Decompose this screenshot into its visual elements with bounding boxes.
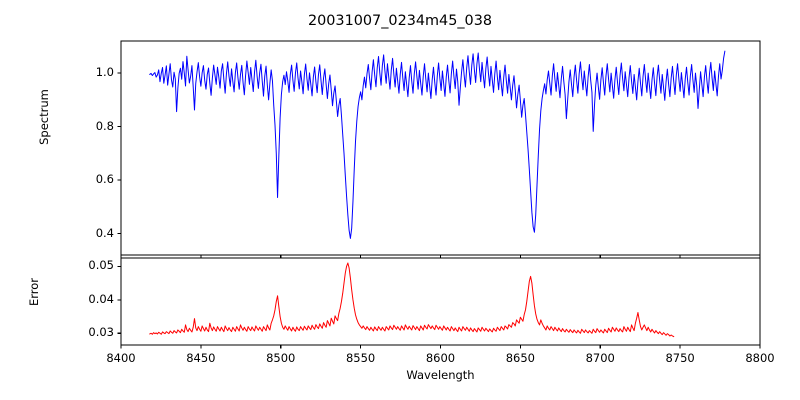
spectrum-y-tick-label: 0.6 (95, 172, 114, 187)
error-axes-frame (120, 257, 761, 346)
x-tick-label: 8600 (425, 351, 456, 365)
spectrum-y-tick-label: 0.8 (95, 118, 114, 133)
x-tick-label: 8550 (345, 351, 376, 365)
error-y-tick-label: 0.04 (88, 291, 114, 306)
x-tick-label: 8750 (665, 351, 695, 365)
figure-title: 20031007_0234m45_038 (307, 13, 493, 29)
spectrum-data-line (149, 50, 726, 239)
x-tick-label: 8700 (585, 351, 615, 365)
x-tick-label: 8500 (266, 351, 296, 365)
spectrum-y-tick-label: 1.0 (95, 65, 114, 80)
error-y-tick-label: 0.03 (88, 325, 114, 340)
x-tick-label: 8650 (505, 351, 536, 365)
spectrum-y-tick-label: 0.4 (95, 225, 114, 240)
error-y-tick-label: 0.05 (88, 258, 114, 273)
x-tick-label: 8800 (745, 351, 775, 365)
x-axis-label: Wavelength (406, 368, 475, 382)
error-data-line (149, 262, 675, 338)
x-tick-label: 8400 (106, 351, 136, 365)
x-tick-label: 8450 (186, 351, 216, 365)
